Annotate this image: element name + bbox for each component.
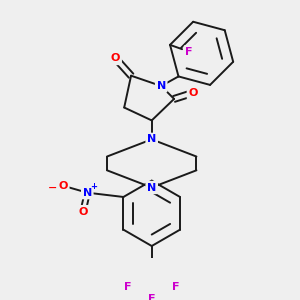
Text: F: F	[185, 47, 193, 57]
Text: F: F	[148, 294, 155, 300]
Text: N: N	[83, 188, 92, 198]
Text: O: O	[78, 207, 88, 217]
Text: O: O	[111, 53, 120, 64]
Text: +: +	[90, 182, 97, 191]
Text: N: N	[157, 81, 166, 91]
Text: O: O	[188, 88, 198, 98]
Text: F: F	[124, 282, 131, 292]
Text: −: −	[48, 182, 58, 193]
Text: F: F	[172, 282, 180, 292]
Text: N: N	[147, 134, 156, 144]
Text: N: N	[147, 182, 156, 193]
Text: O: O	[58, 181, 68, 191]
